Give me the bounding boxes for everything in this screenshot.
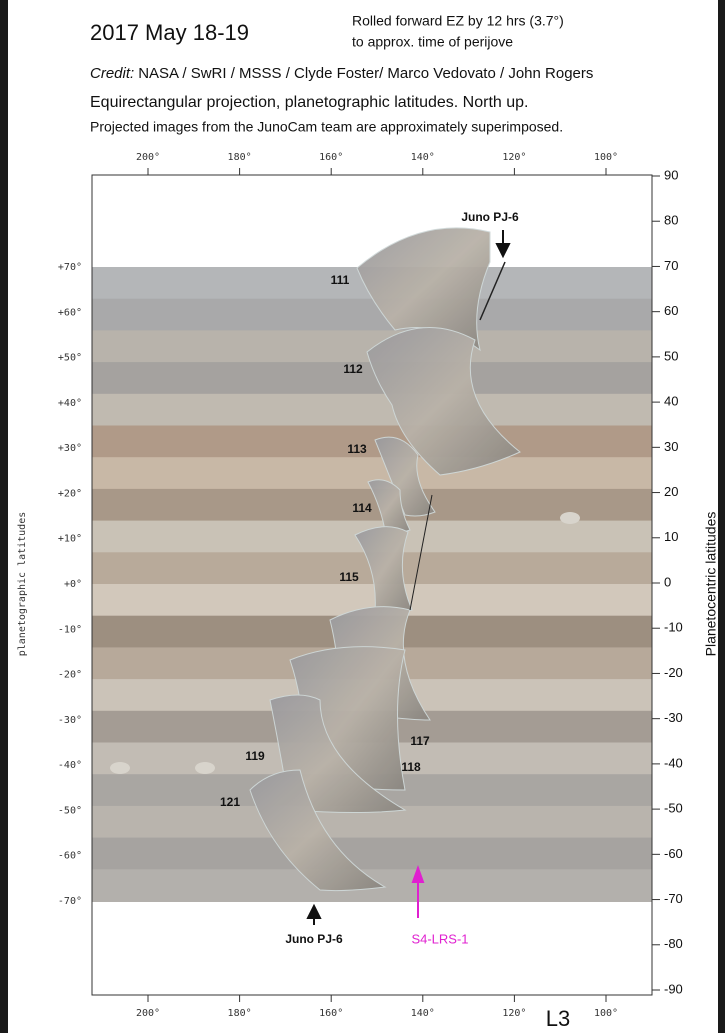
right-tick-label: 30 <box>664 439 678 454</box>
bottom-tick-label: 120° <box>502 1008 526 1019</box>
left-tick-label: +20° <box>58 488 82 499</box>
left-tick-label: +70° <box>58 262 82 273</box>
top-tick-label: 100° <box>594 152 618 163</box>
left-tick-label: -40° <box>58 760 82 771</box>
left-tick-label: -50° <box>58 805 82 816</box>
bottom-tick-label: 200° <box>136 1008 160 1019</box>
left-axis-title: planetographic latitudes <box>17 512 28 657</box>
right-tick-label: 60 <box>664 303 678 318</box>
image-number: 112 <box>343 362 363 376</box>
left-tick-label: -60° <box>58 851 82 862</box>
left-tick-label: +0° <box>64 579 82 590</box>
image-number: 111 <box>331 273 350 287</box>
top-tick-label: 160° <box>319 152 343 163</box>
planet-band <box>92 838 652 871</box>
right-tick-label: 50 <box>664 348 678 363</box>
image-number: 113 <box>347 442 367 456</box>
projection: Equirectangular projection, planetograph… <box>90 94 529 111</box>
top-tick-label: 180° <box>228 152 252 163</box>
top-tick-label: 140° <box>411 152 435 163</box>
figure: 2017 May 18-19 Rolled forward EZ by 12 h… <box>0 0 725 1033</box>
left-tick-label: -20° <box>58 670 82 681</box>
right-tick-label: -10 <box>664 620 683 635</box>
left-tick-label: +50° <box>58 353 82 364</box>
top-tick-label: 120° <box>502 152 526 163</box>
right-tick-label: 80 <box>664 213 678 228</box>
image-number: 115 <box>339 570 359 584</box>
right-tick-label: 90 <box>664 167 678 182</box>
image-number: 118 <box>401 760 421 774</box>
image-number: 119 <box>245 749 265 763</box>
right-tick-label: 70 <box>664 258 678 273</box>
left-tick-label: +10° <box>58 534 82 545</box>
left-tick-label: +30° <box>58 443 82 454</box>
storm-label: S4-LRS-1 <box>411 931 468 946</box>
top-tick-label: 200° <box>136 152 160 163</box>
right-tick-label: -80 <box>664 936 683 951</box>
right-tick-label: -60 <box>664 846 683 861</box>
bottom-tick-label: 140° <box>411 1008 435 1019</box>
planet-band <box>92 426 652 459</box>
planet-spot <box>195 762 215 774</box>
credit-label: Credit: <box>90 65 134 82</box>
note: Rolled forward EZ by 12 hrs (3.7°) <box>352 13 564 29</box>
note: to approx. time of perijove <box>352 34 513 50</box>
right-tick-label: -90 <box>664 981 683 996</box>
planet-spot <box>110 762 130 774</box>
bottom-tick-label: 100° <box>594 1008 618 1019</box>
right-tick-label: -20 <box>664 665 683 680</box>
right-tick-label: -50 <box>664 801 683 816</box>
bottom-tick-label: 160° <box>319 1008 343 1019</box>
planet-band <box>92 299 652 332</box>
credit-text: NASA / SwRI / MSSS / Clyde Foster/ Marco… <box>138 65 593 82</box>
left-tick-label: +40° <box>58 398 82 409</box>
bottom-tick-label: 180° <box>228 1008 252 1019</box>
left-tick-label: -70° <box>58 896 82 907</box>
credit: Credit:NASA / SwRI / MSSS / Clyde Foster… <box>90 65 593 82</box>
left-tick-label: -30° <box>58 715 82 726</box>
left-tick-label: +60° <box>58 307 82 318</box>
planet-spot <box>560 512 580 524</box>
title: 2017 May 18-19 <box>90 20 249 45</box>
right-tick-label: 10 <box>664 529 678 544</box>
subtitle: Projected images from the JunoCam team a… <box>90 119 563 135</box>
planet-band <box>92 394 652 427</box>
right-tick-label: -40 <box>664 755 683 770</box>
right-tick-label: 20 <box>664 484 678 499</box>
juno-label: Juno PJ-6 <box>285 932 343 946</box>
left-tick-label: -10° <box>58 624 82 635</box>
image-number: 114 <box>352 501 372 515</box>
right-tick-label: -70 <box>664 891 683 906</box>
image-number: 117 <box>410 734 430 748</box>
right-tick-label: -30 <box>664 710 683 725</box>
page: 2017 May 18-19 Rolled forward EZ by 12 h… <box>0 0 725 1033</box>
right-axis-title: Planetocentric latitudes <box>703 512 719 657</box>
right-tick-label: 0 <box>664 574 671 589</box>
bottom-axis-title: L3 <box>546 1006 570 1031</box>
juno-label: Juno PJ-6 <box>461 210 519 224</box>
image-number: 121 <box>220 795 240 809</box>
right-tick-label: 40 <box>664 394 678 409</box>
